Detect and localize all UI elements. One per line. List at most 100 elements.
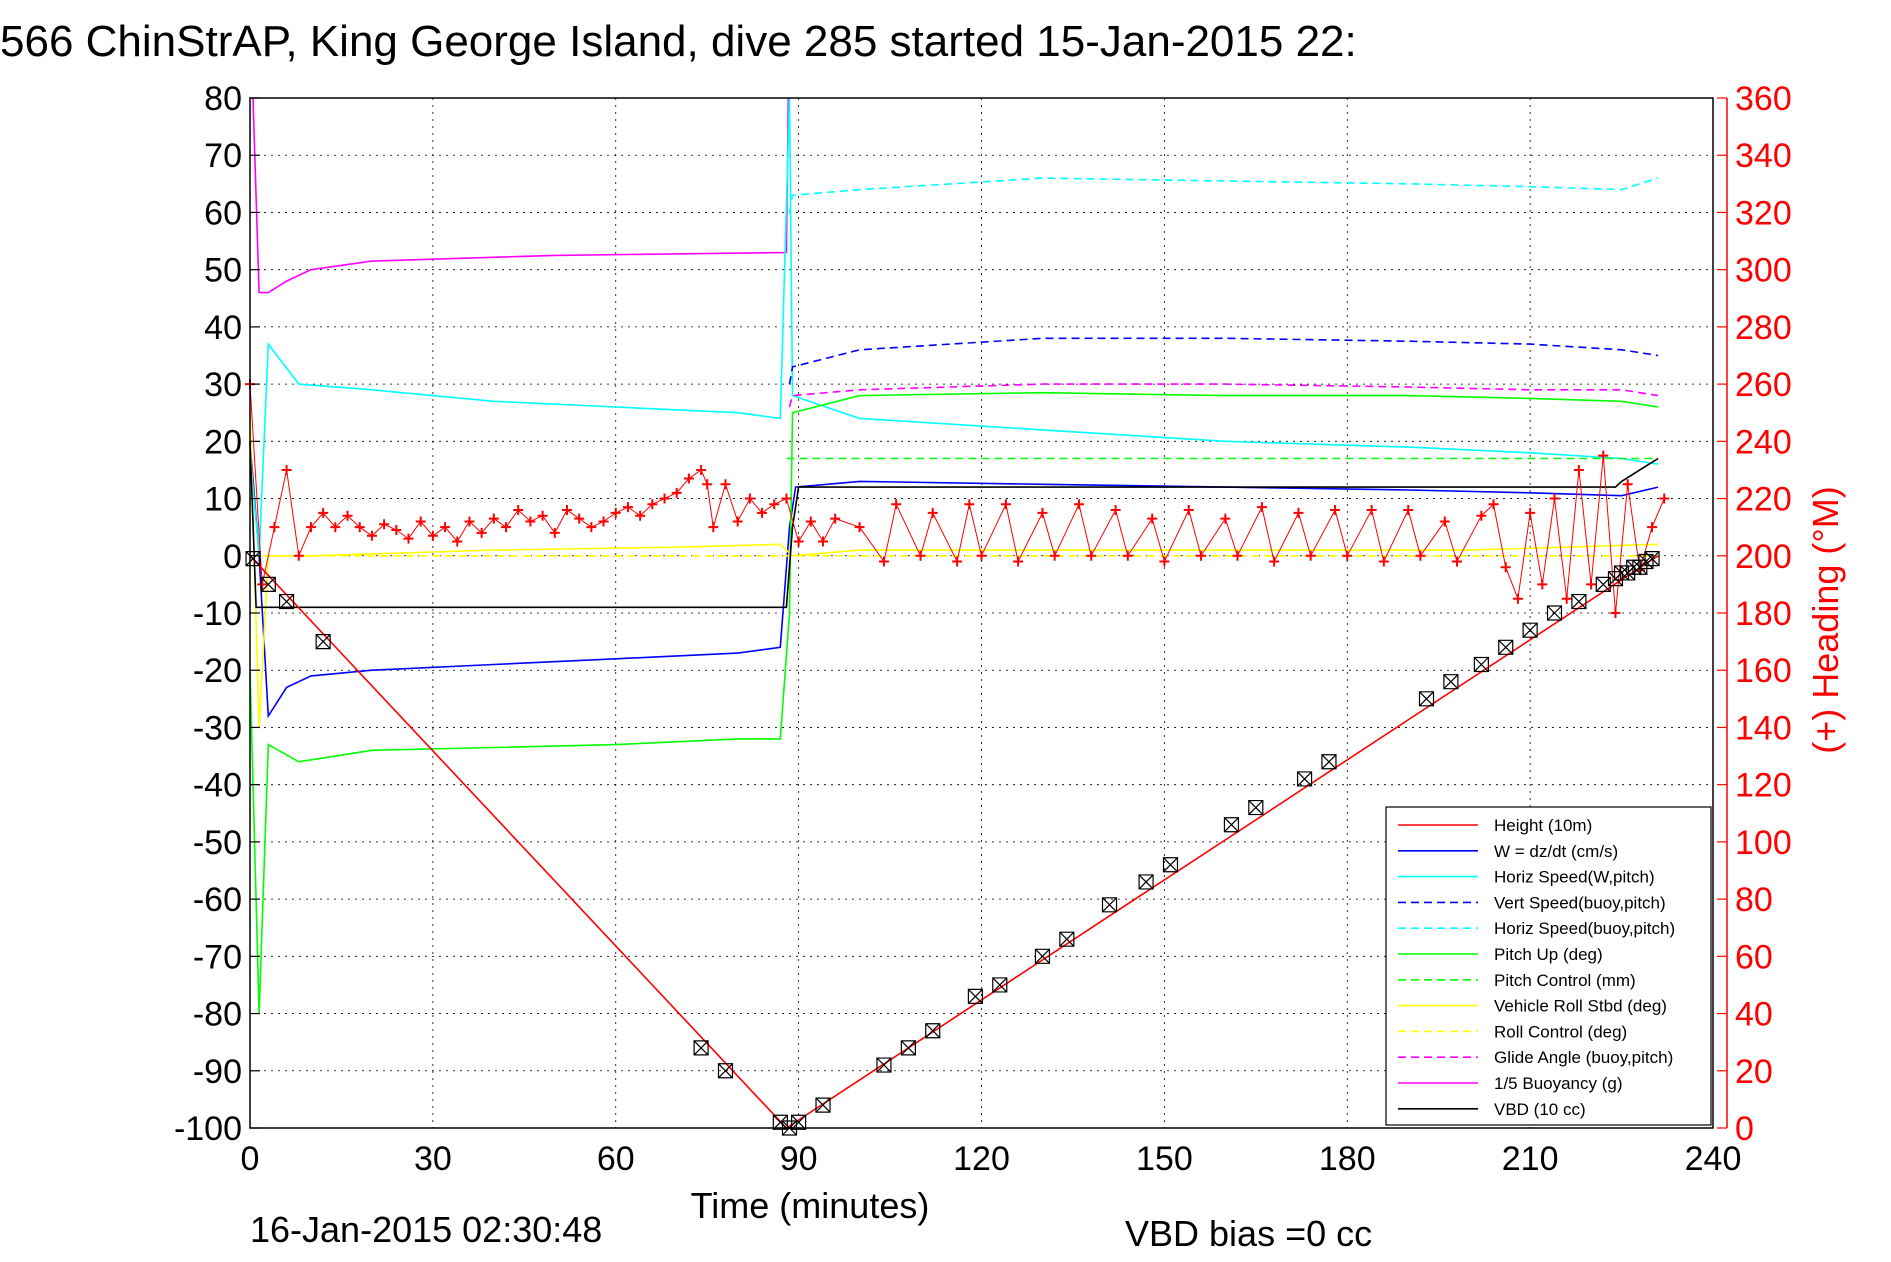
heading-point [854,522,865,533]
depth-marker [1522,622,1538,638]
heading-point [281,464,292,475]
heading-point [549,527,560,538]
heading-point [1366,505,1377,515]
depth-marker [967,988,984,1004]
right-tick-label: 300 [1735,252,1792,290]
heading-point [696,464,707,475]
x-axis-ticks: 0 30 60 90 120 150 180 210 240 [241,1140,1742,1178]
right-axis-label: (+) Heading (°M) [1805,486,1846,753]
series-line-1 [249,441,1659,719]
depth-marker [1138,874,1154,890]
legend-label: W = dz/dt (cm/s) [1494,842,1618,861]
legend-label: Pitch Up (deg) [1494,945,1603,964]
x-tick-label: 240 [1685,1140,1742,1178]
right-tick-label: 240 [1735,423,1792,461]
depth-marker [900,1040,916,1056]
legend-label: VBD (10 cc) [1494,1100,1586,1119]
depth-marker [1296,771,1313,787]
heading-point [1549,493,1560,504]
footer-timestamp: 16-Jan-2015 02:30:48 [250,1209,602,1250]
heading-point [647,499,658,510]
depth-marker [1321,754,1337,770]
right-axis-ticks: 3603403203002802602402202001801601401201… [1717,80,1792,1148]
right-tick-label: 220 [1735,481,1792,519]
heading-point [1110,505,1121,515]
x-tick-label: 0 [241,1140,260,1178]
depth-marker [1101,897,1118,913]
heading-point [391,525,402,536]
right-tick-label: 100 [1735,824,1792,862]
heading-point [415,516,426,527]
right-tick-label: 200 [1735,538,1792,576]
depth-marker [992,977,1008,993]
legend-label: Roll Control (deg) [1494,1022,1627,1041]
heading-point [403,533,414,544]
right-tick-label: 140 [1735,709,1792,747]
series-line-4 [788,177,1659,213]
heading-point [476,527,487,538]
heading-point [757,507,768,518]
heading-point [379,519,390,530]
heading-point [1256,502,1267,513]
heading-point [671,487,682,498]
heading-point [1573,464,1584,475]
y-tick-label: 0 [223,538,242,576]
heading-point [1074,499,1085,510]
heading-point [635,510,646,521]
heading-point [1537,579,1548,590]
right-tick-label: 0 [1735,1110,1754,1148]
right-tick-label: 60 [1735,938,1773,976]
heading-point [1195,550,1206,561]
heading-point [708,522,719,533]
series-line-11 [249,441,1659,609]
right-tick-label: 180 [1735,595,1792,633]
heading-point [318,507,329,518]
y-tick-label: 10 [204,481,242,519]
right-tick-label: 120 [1735,767,1792,805]
heading-point [586,522,597,533]
heading-point [1561,593,1572,604]
y-tick-label: 20 [204,423,242,461]
series-line-2 [249,97,1659,556]
y-tick-label: 80 [204,80,242,118]
heading-point [1122,550,1133,561]
y-tick-label: -50 [193,824,242,862]
depth-marker [693,1040,709,1056]
heading-point [488,513,499,524]
legend-label: 1/5 Buoyancy (g) [1494,1074,1623,1093]
right-tick-label: 20 [1735,1053,1773,1091]
heading-point [1269,556,1280,567]
heading-point [1659,493,1670,504]
depth-marker [245,551,261,567]
series-line-3 [788,337,1659,385]
heading-point [622,502,633,513]
heading-point [793,536,804,547]
depth-marker [876,1057,892,1073]
depth-markers-layer [245,551,1660,1136]
heading-point [1342,550,1353,561]
heading-point [1415,550,1426,561]
x-axis-label: Time (minutes) [691,1185,930,1226]
y-tick-label: 60 [204,194,242,232]
heading-point [1330,505,1341,515]
depth-marker [1418,691,1435,707]
vbd-bias-note: VBD bias =0 cc [1125,1213,1372,1254]
heading-point [915,550,926,561]
heading-point [1305,550,1316,561]
heading-trace [249,384,1665,614]
heading-point [818,536,829,547]
depth-marker [315,634,331,650]
legend-label: Pitch Control (mm) [1494,971,1636,990]
heading-point [1451,556,1462,567]
heading-point [464,516,475,527]
heading-point [257,579,268,590]
heading-point [501,522,512,533]
right-tick-label: 80 [1735,881,1773,919]
series-line-9 [788,383,1659,408]
chart-title: 566 ChinStrAP, King George Island, dive … [0,17,1357,66]
depth-marker [791,1114,807,1130]
y-axis-ticks: 80 70 60 50 40 30 20 10 0 -10 -20 -30 -40 -50 -60 -70 -8… [174,80,260,1148]
heading-point [830,513,841,524]
depth-marker [1644,551,1660,567]
depth-marker [1162,857,1179,873]
